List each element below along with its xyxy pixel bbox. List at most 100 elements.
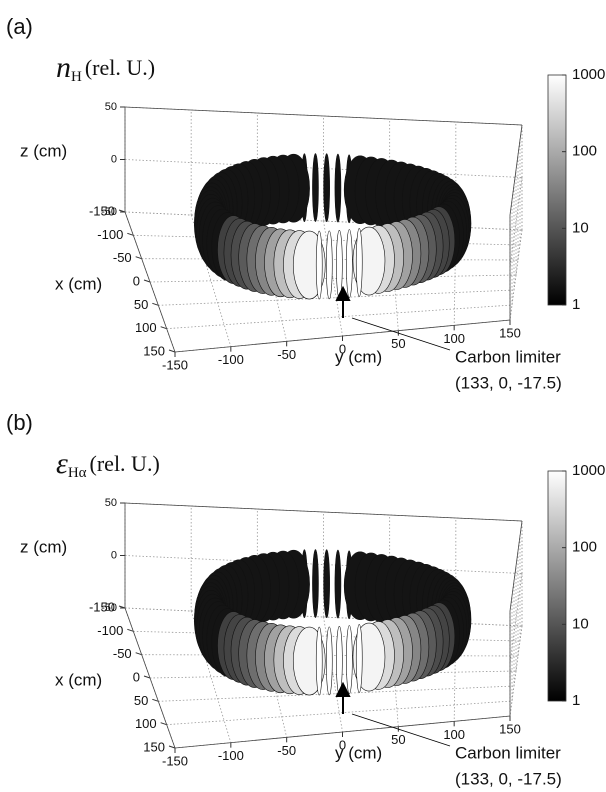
z-axis-label: z (cm) — [20, 141, 67, 160]
plasma-slice — [334, 153, 342, 223]
colorbar-tick-label: 10 — [572, 615, 589, 632]
colorbar-tick-label: 1000 — [572, 462, 605, 479]
colorbar-tick-label: 1000 — [572, 66, 605, 83]
plasma-slice — [355, 228, 363, 297]
axis-edge — [509, 124, 523, 216]
x-tick-label: 150 — [143, 739, 165, 754]
annotation: Carbon limiter — [455, 347, 561, 366]
tick-mark — [160, 326, 167, 330]
x-tick-label: 50 — [134, 693, 148, 708]
x-tick-label: 100 — [135, 320, 157, 335]
plasma-slice — [346, 625, 353, 694]
x-tick-label: -50 — [113, 250, 132, 265]
axis-edge — [124, 607, 176, 749]
tick-mark — [135, 652, 142, 656]
axis-edge — [124, 502, 523, 522]
z-axis-label: z (cm) — [20, 537, 67, 556]
x-axis-label: x (cm) — [55, 670, 102, 689]
y-tick-label: -100 — [218, 748, 244, 763]
grid-line — [509, 229, 523, 321]
y-tick-label: 0 — [339, 341, 346, 356]
tick-mark — [160, 722, 167, 726]
tick-mark — [168, 745, 176, 749]
x-tick-label: -100 — [97, 623, 123, 638]
x-tick-label: 0 — [133, 669, 140, 684]
limiter-arrow — [335, 681, 351, 714]
plasma-slice — [334, 549, 342, 619]
tick-mark — [152, 302, 159, 306]
y-tick-label: -150 — [162, 753, 188, 768]
x-tick-label: 0 — [133, 273, 140, 288]
tick-mark — [143, 675, 151, 679]
annotation: (133, 0, -17.5) — [455, 373, 562, 392]
z-tick-label: 0 — [111, 549, 117, 561]
z-tick-label: -50 — [101, 602, 117, 614]
plasma-slice — [336, 230, 343, 299]
z-tick-label: 50 — [105, 497, 117, 509]
colorbar-tick-label: 100 — [572, 539, 597, 556]
y-tick-label: 150 — [499, 721, 521, 736]
z-tick-label: 50 — [105, 101, 117, 113]
annotation: (133, 0, -17.5) — [455, 769, 562, 788]
axis-edge — [509, 520, 523, 612]
grid-line — [453, 622, 457, 722]
tick-mark — [127, 628, 134, 632]
y-tick-label: -100 — [218, 352, 244, 367]
grid-line — [509, 573, 523, 664]
title: nH (rel. U.) — [56, 51, 155, 86]
tick-mark — [143, 279, 151, 283]
z-tick-label: -50 — [101, 206, 117, 218]
colorbar-tick-label: 100 — [572, 143, 597, 160]
x-axis-label: x (cm) — [55, 274, 102, 293]
grid-line — [453, 226, 457, 326]
y-tick-label: -150 — [162, 357, 188, 372]
x-tick-label: -50 — [113, 646, 132, 661]
annotation-line — [351, 317, 451, 351]
z-tick-label: 0 — [111, 153, 117, 165]
y-axis-label: y (cm) — [335, 743, 382, 762]
colorbar-tick-label: 10 — [572, 219, 589, 236]
x-tick-label: -150 — [89, 203, 115, 218]
y-tick-label: 100 — [443, 727, 465, 742]
y-tick-label: -50 — [277, 743, 296, 758]
limiter-arrow — [335, 285, 351, 318]
title-subscript: H — [71, 69, 82, 85]
colorbar — [547, 74, 567, 306]
tick-mark — [168, 349, 176, 353]
annotation: Carbon limiter — [455, 743, 561, 762]
title: εHα (rel. U.) — [56, 447, 160, 482]
plasma-slice — [312, 549, 319, 618]
tick-mark — [135, 256, 142, 260]
plasma-slice — [325, 230, 333, 300]
plasma-slice — [312, 153, 319, 222]
title-symbol: n — [56, 51, 71, 84]
plasma-slice — [323, 153, 330, 222]
y-tick-label: 0 — [339, 737, 346, 752]
title-subscript: Hα — [68, 465, 87, 481]
colorbar-tick-label: 1 — [572, 692, 580, 709]
panel-label: (b) — [6, 410, 33, 435]
axis-edge — [174, 715, 511, 749]
plasma-slice — [346, 229, 353, 298]
x-tick-label: -100 — [97, 227, 123, 242]
y-tick-label: 100 — [443, 331, 465, 346]
y-tick-label: 50 — [391, 732, 405, 747]
plasma-slice — [355, 624, 363, 693]
y-axis-label: y (cm) — [335, 347, 382, 366]
plasma-slice — [315, 626, 323, 696]
x-tick-label: 100 — [135, 716, 157, 731]
y-tick-label: -50 — [277, 347, 296, 362]
x-tick-label: -150 — [89, 599, 115, 614]
x-tick-label: 150 — [143, 343, 165, 358]
axis-edge — [124, 211, 176, 353]
title-symbol: ε — [56, 447, 68, 480]
title-unit: (rel. U.) — [85, 55, 155, 80]
tick-mark — [127, 232, 134, 236]
x-tick-label: 50 — [134, 297, 148, 312]
plasma-slice — [323, 549, 330, 618]
axis-edge — [124, 106, 523, 126]
grid-line — [509, 625, 523, 717]
title-unit: (rel. U.) — [90, 451, 160, 476]
grid-line — [509, 177, 523, 268]
